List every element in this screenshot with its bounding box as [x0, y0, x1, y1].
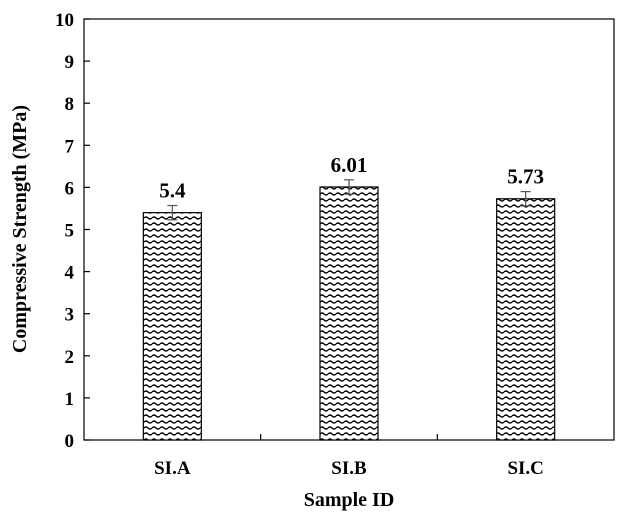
x-tick-label: SI.B	[331, 458, 367, 479]
data-label: 5.73	[507, 165, 544, 189]
y-tick-label: 4	[65, 263, 75, 284]
x-tick-label: SI.C	[507, 458, 543, 479]
y-tick-label: 7	[65, 136, 75, 157]
data-label: 5.4	[159, 179, 186, 203]
y-tick-label: 8	[65, 94, 75, 115]
y-tick-label: 3	[65, 305, 75, 326]
y-tick-label: 0	[65, 431, 75, 452]
y-tick-label: 9	[65, 52, 75, 73]
bar-si-c	[496, 198, 556, 441]
y-tick-label: 5	[65, 221, 75, 242]
x-axis: SI.A SI.B SI.C	[154, 434, 544, 479]
x-tick-label: SI.A	[154, 458, 191, 479]
bar-si-a	[142, 212, 202, 441]
data-label: 6.01	[331, 153, 368, 177]
bars	[142, 179, 556, 441]
bar-si-b	[319, 186, 379, 441]
y-tick-label: 10	[55, 10, 74, 31]
data-labels: 5.4 6.01 5.73	[159, 153, 544, 203]
x-axis-title: Sample ID	[304, 489, 395, 511]
y-axis-title: Compressive Strength (MPa)	[9, 105, 31, 353]
y-tick-label: 1	[65, 389, 75, 410]
y-axis: 0 1 2 3 4 5 6 7 8 9 10	[55, 10, 90, 452]
y-tick-label: 2	[65, 347, 75, 368]
y-tick-label: 6	[65, 178, 75, 199]
